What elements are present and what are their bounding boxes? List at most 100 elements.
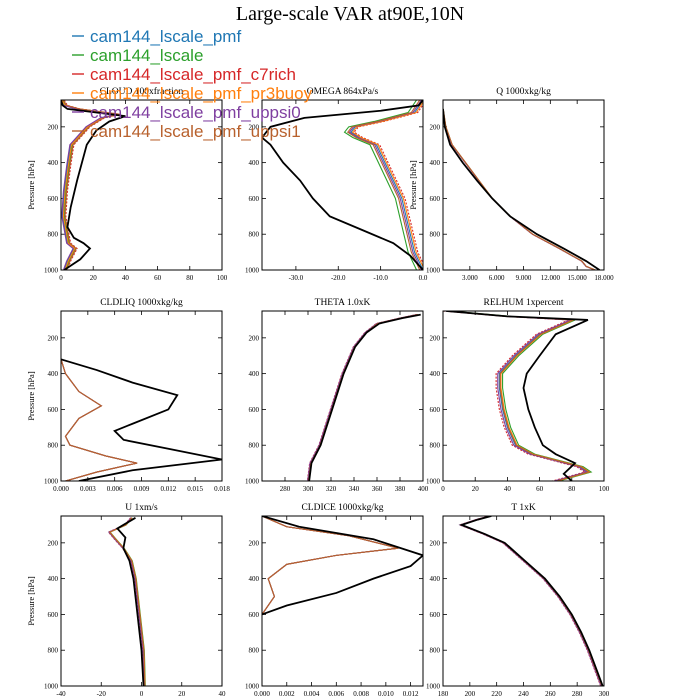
x-tick-label: 0 xyxy=(140,690,144,698)
y-tick-label: 600 xyxy=(430,611,441,619)
panel-3: Q 1000xkg/kg Pressure [hPa] 200 400 600 800 10… xyxy=(408,87,614,282)
x-tick-label: 3.000 xyxy=(462,274,478,282)
y-tick-label: 1000 xyxy=(245,267,260,275)
x-tick-label: 0.010 xyxy=(378,690,394,698)
panel-title: T 1xK xyxy=(511,503,536,513)
x-tick-label: 60 xyxy=(536,485,544,493)
series-line-cam144_lscale_pmf_uppsi0 xyxy=(444,311,588,481)
series-lines xyxy=(61,358,222,481)
y-tick-label: 1000 xyxy=(426,478,441,486)
series-line-cam144_lscale xyxy=(443,108,596,270)
y-tick-label: 600 xyxy=(48,195,59,203)
series-line-cam144_lscale_pmf_uppsi1 xyxy=(443,108,596,270)
x-tick-label: 340 xyxy=(349,485,360,493)
panel-frame xyxy=(261,99,424,271)
y-tick-label: 200 xyxy=(249,334,260,342)
x-tick-label: 240 xyxy=(518,690,529,698)
panel-title: CLDLIQ 1000xkg/kg xyxy=(100,298,183,308)
y-tick-label: 800 xyxy=(430,231,441,239)
panel-frame xyxy=(60,99,223,271)
series-line-cam144_lscale_pmf_pr3buoy xyxy=(459,516,603,686)
series-line-cam144_lscale xyxy=(61,359,138,481)
legend-entry: cam144_lscale_pmf xyxy=(90,27,241,46)
y-tick-label: 200 xyxy=(249,539,260,547)
x-tick-label: 0.002 xyxy=(279,690,295,698)
y-tick-label: 800 xyxy=(48,231,59,239)
y-tick-label: 1000 xyxy=(44,478,59,486)
x-tick-label: 0.018 xyxy=(214,485,230,493)
legend: cam144_lscale_pmfcam144_lscalecam144_lsc… xyxy=(72,27,313,141)
series-line-cam144_lscale_pmf_pr3buoy xyxy=(447,311,591,481)
y-tick-label: 200 xyxy=(48,334,59,342)
series-line-cam144_lscale_pmf_uppsi1 xyxy=(346,100,421,270)
series-line-cam144_lscale xyxy=(308,314,419,481)
y-tick-label: 400 xyxy=(48,159,59,167)
panel-title: U 1xm/s xyxy=(125,503,158,513)
series-line-cam144_lscale_pmf xyxy=(443,108,596,270)
y-tick-label: 800 xyxy=(48,647,59,655)
x-tick-label: 360 xyxy=(372,485,383,493)
x-tick-label: 0.000 xyxy=(254,690,270,698)
panel-frame xyxy=(261,310,424,482)
x-tick-label: 0.000 xyxy=(53,485,69,493)
x-tick-label: 100 xyxy=(599,485,610,493)
y-tick-label: 400 xyxy=(430,159,441,167)
y-tick-label: 200 xyxy=(430,539,441,547)
x-tick-label: 280 xyxy=(280,485,291,493)
panel-frame xyxy=(442,515,605,687)
y-tick-label: 400 xyxy=(249,370,260,378)
series-line-cam144_lscale_pmf_c7rich xyxy=(458,516,602,686)
y-tick-label: 800 xyxy=(48,442,59,450)
y-tick-label: 600 xyxy=(48,406,59,414)
series-line-cam144_lscale_pmf_pr3buoy xyxy=(108,517,146,686)
series-line-cam144_lscale_pmf xyxy=(262,516,399,615)
series-line-cam144_lscale_pmf_c7rich xyxy=(443,311,586,481)
series-line-reference xyxy=(262,100,423,270)
y-tick-label: 800 xyxy=(430,442,441,450)
series-line-cam144_lscale_pmf_uppsi0 xyxy=(61,359,138,481)
series-line-cam144_lscale_pmf_c7rich xyxy=(443,108,596,270)
series-line-cam144_lscale_pmf xyxy=(446,311,590,481)
y-tick-label: 400 xyxy=(430,575,441,583)
series-line-cam144_lscale_pmf_pr3buoy xyxy=(443,108,596,270)
x-tick-label: 20 xyxy=(472,485,480,493)
y-tick-label: 800 xyxy=(249,442,260,450)
series-lines xyxy=(262,516,423,616)
series-line-cam144_lscale xyxy=(459,516,603,686)
series-line-cam144_lscale xyxy=(449,311,593,481)
x-tick-label: 380 xyxy=(395,485,406,493)
series-line-cam144_lscale_pmf_c7rich xyxy=(61,359,138,481)
x-tick-label: 300 xyxy=(303,485,314,493)
x-tick-label: 0.012 xyxy=(403,690,419,698)
series-line-reference xyxy=(61,358,222,481)
x-tick-label: 100 xyxy=(217,274,228,282)
x-tick-label: 80 xyxy=(568,485,576,493)
y-tick-label: 400 xyxy=(48,575,59,583)
series-lines xyxy=(262,100,423,270)
y-tick-label: 600 xyxy=(249,195,260,203)
y-axis-label: Pressure [hPa] xyxy=(26,576,36,626)
y-tick-label: 600 xyxy=(249,406,260,414)
y-tick-label: 600 xyxy=(249,611,260,619)
y-tick-label: 1000 xyxy=(426,683,441,691)
x-tick-label: 18.000 xyxy=(594,274,614,282)
series-line-reference xyxy=(308,313,421,481)
legend-entry: cam144_lscale_pmf_uppsi1 xyxy=(90,122,301,141)
x-tick-label: 9.000 xyxy=(516,274,532,282)
x-tick-label: 15.000 xyxy=(568,274,588,282)
y-tick-label: 1000 xyxy=(44,683,59,691)
series-line-cam144_lscale xyxy=(109,517,146,686)
x-tick-label: 0.006 xyxy=(328,690,344,698)
y-tick-label: 200 xyxy=(430,123,441,131)
x-tick-label: 0.003 xyxy=(80,485,96,493)
y-axis-label: Pressure [hPa] xyxy=(26,160,36,210)
series-line-cam144_lscale_pmf_pr3buoy xyxy=(61,359,138,481)
y-tick-label: 800 xyxy=(249,231,260,239)
y-tick-label: 1000 xyxy=(245,683,260,691)
x-tick-label: 0.004 xyxy=(304,690,320,698)
x-tick-label: 6.000 xyxy=(489,274,505,282)
series-lines xyxy=(107,517,146,686)
